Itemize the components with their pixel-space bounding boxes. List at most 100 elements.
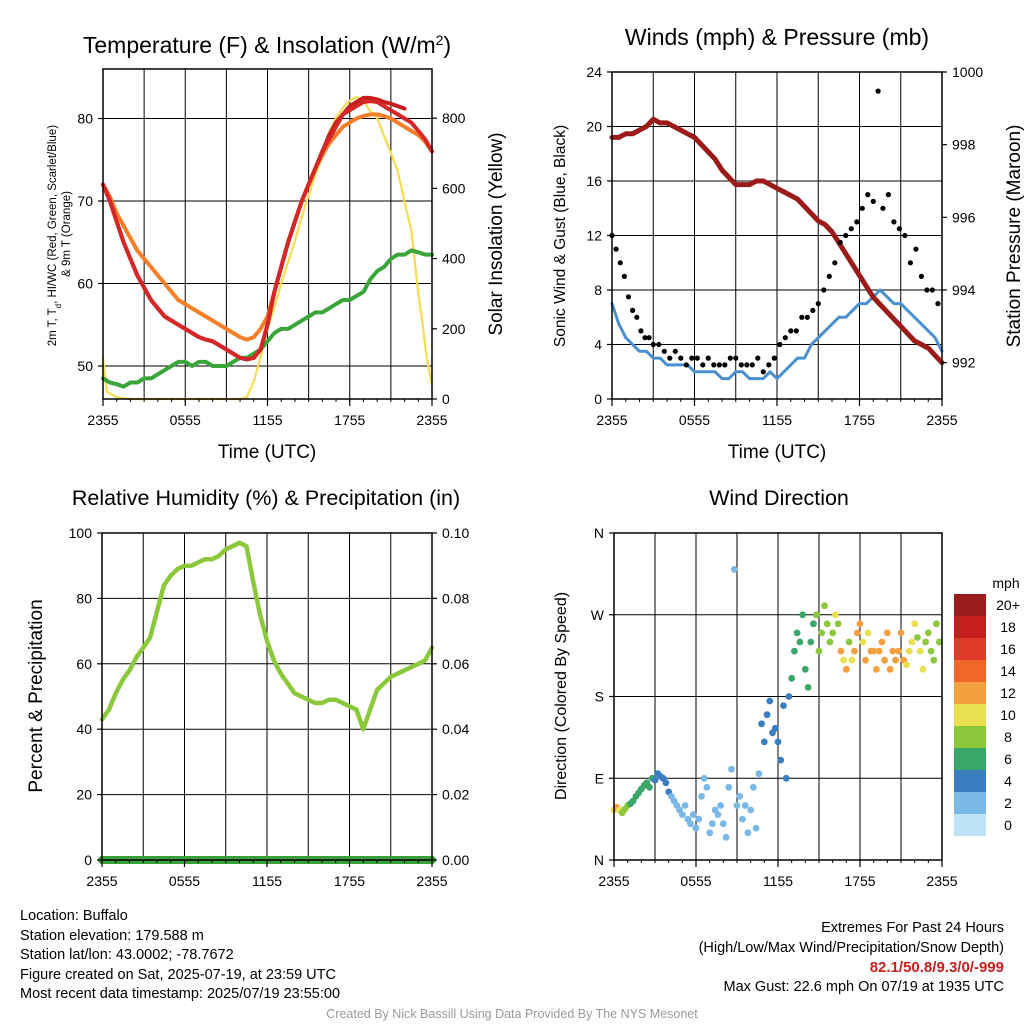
- wind-ytick-label: 4: [594, 337, 602, 353]
- gust-point: [766, 362, 772, 368]
- direction-point: [777, 756, 785, 764]
- gust-point: [716, 362, 722, 368]
- colorbar-swatch: [954, 726, 986, 748]
- direction-point: [771, 724, 779, 732]
- humidity-title: Relative Humidity (%) & Precipitation (i…: [72, 486, 460, 510]
- wind-y2tick-label: 994: [952, 282, 976, 298]
- direction-point: [698, 793, 705, 800]
- gust-point: [793, 328, 799, 334]
- gust-point: [634, 314, 640, 320]
- gust-point: [810, 307, 816, 313]
- direction-point: [894, 647, 902, 655]
- colorbar-label: 20+: [996, 597, 1020, 613]
- station-latlon: Station lat/lon: 43.0002; -78.7672: [20, 947, 234, 963]
- gust-point: [700, 362, 706, 368]
- gust-point: [617, 260, 623, 266]
- temperature-xtick-label: 1155: [252, 412, 282, 428]
- wind-ytick-label: 16: [586, 173, 602, 189]
- temperature-xtick-label: 2355: [87, 412, 118, 428]
- direction-point: [799, 611, 806, 619]
- humidity-y2tick-label: 0.10: [442, 525, 469, 541]
- humidity-gridlines: [102, 533, 432, 860]
- humidity-xtick-label: 1755: [334, 873, 365, 889]
- direction-point: [785, 693, 793, 700]
- wind-axes: 0 4 8 12 16 20 24 992 994 996 998 1000 2355 0555 1155 1…: [586, 64, 983, 428]
- direction-point: [930, 656, 938, 664]
- recent-data-timestamp: Most recent data timestamp: 2025/07/19 2…: [20, 986, 341, 1002]
- gust-point: [621, 273, 628, 279]
- colorbar-swatch: [954, 748, 986, 770]
- direction-point: [736, 793, 744, 800]
- direction-ytick-label: W: [591, 607, 605, 623]
- gust-point: [613, 246, 619, 252]
- humidity-xtick-label: 0555: [169, 873, 200, 889]
- series-line-2m-t: [101, 99, 434, 362]
- temperature-ytick-label: 80: [77, 111, 93, 127]
- temperature-ytick-label: 70: [77, 193, 93, 209]
- direction-point: [935, 638, 943, 646]
- direction-xtick-label: 1155: [763, 873, 793, 889]
- direction-point: [848, 656, 856, 664]
- temperature-xtick-label: 2355: [416, 412, 447, 428]
- series-line-sonic-wind: [610, 288, 944, 381]
- gust-point: [749, 362, 755, 368]
- series-line-pressure: [609, 116, 945, 366]
- direction-point: [810, 620, 817, 628]
- direction-point: [725, 783, 733, 791]
- gust-point: [733, 355, 739, 361]
- direction-point: [834, 620, 842, 628]
- direction-title: Wind Direction: [709, 486, 849, 510]
- gust-point: [694, 355, 700, 361]
- humidity-xtick-label: 2355: [86, 873, 117, 889]
- gust-point: [672, 348, 678, 354]
- direction-point: [933, 620, 940, 628]
- wind-series: [609, 88, 945, 381]
- direction-point: [886, 665, 894, 673]
- series-line-2m-td: [101, 248, 434, 389]
- gust-point: [821, 287, 827, 293]
- direction-point: [892, 656, 899, 664]
- humidity-ylabel: Percent & Precipitation: [26, 599, 47, 792]
- direction-point: [862, 656, 869, 664]
- colorbar-label: 4: [1004, 773, 1012, 789]
- direction-point: [905, 647, 913, 655]
- direction-point: [750, 783, 757, 791]
- direction-point: [758, 720, 765, 728]
- gust-point: [859, 205, 865, 211]
- direction-point: [878, 638, 886, 646]
- direction-point: [695, 815, 703, 823]
- gust-point: [638, 328, 644, 334]
- wind-xtick-label: 2355: [596, 412, 627, 428]
- extremes-subtitle: (High/Low/Max Wind/Precipitation/Snow De…: [698, 939, 1004, 956]
- gust-point: [848, 226, 854, 232]
- colorbar-label: 14: [1000, 663, 1016, 679]
- direction-scatter: [610, 565, 943, 841]
- gust-point: [760, 369, 766, 375]
- wind-xtick-label: 0555: [679, 412, 710, 428]
- direction-point: [733, 802, 741, 809]
- pressure-ylabel: Station Pressure (Maroon): [1004, 125, 1024, 348]
- wind-xtick-label: 2355: [926, 412, 957, 428]
- humidity-ytick-label: 60: [76, 656, 92, 672]
- direction-point: [719, 820, 727, 828]
- direction-point: [662, 779, 670, 787]
- temperature-title: Temperature (F) & Insolation (W/m2): [83, 32, 451, 58]
- wind-xtick-label: 1155: [762, 412, 792, 428]
- direction-point: [914, 634, 921, 641]
- direction-point: [883, 629, 891, 637]
- colorbar-label: 8: [1004, 729, 1012, 745]
- direction-point: [755, 770, 763, 778]
- direction-point: [815, 647, 823, 655]
- direction-ytick-label: N: [594, 525, 604, 541]
- direction-point: [687, 820, 694, 828]
- direction-point: [739, 815, 746, 823]
- direction-point: [730, 565, 738, 573]
- direction-xtick-label: 0555: [680, 873, 711, 889]
- gust-point: [738, 362, 744, 368]
- colorbar-label: 18: [1000, 619, 1016, 635]
- humidity-y2tick-label: 0.02: [442, 787, 469, 803]
- station-elevation: Station elevation: 179.588 m: [20, 927, 204, 944]
- direction-point: [919, 665, 927, 673]
- gust-point: [705, 355, 711, 361]
